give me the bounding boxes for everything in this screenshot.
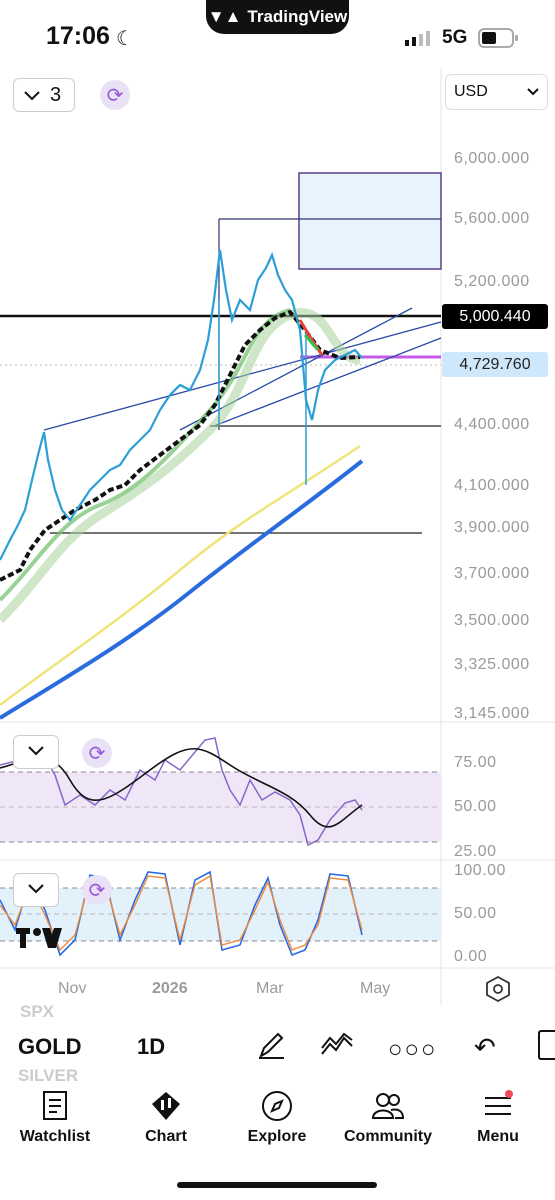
refresh-icon: ⟳ <box>106 84 124 107</box>
prev-symbol[interactable]: SPX <box>20 1002 55 1021</box>
next-symbol[interactable]: SILVER <box>18 1066 79 1085</box>
home-indicator <box>177 1182 377 1188</box>
price-label: 5,200.000 <box>454 273 530 290</box>
price-label: 4,100.000 <box>454 477 530 494</box>
menu-icon <box>485 1090 513 1115</box>
timeframe-button[interactable]: 1D <box>137 1034 166 1059</box>
price-chart[interactable] <box>0 0 555 1010</box>
time-label: Mar <box>256 980 284 997</box>
black-ma-line <box>0 309 361 582</box>
target-zone-rect <box>298 172 442 270</box>
chart-settings-button[interactable] <box>484 975 512 1008</box>
tab-label: Chart <box>145 1128 187 1145</box>
battery-icon <box>478 28 520 53</box>
price-label: 3,500.000 <box>454 612 530 629</box>
time-label: 2026 <box>152 980 188 997</box>
chart-icon <box>152 1092 180 1120</box>
settings-hex-icon <box>486 975 510 1003</box>
stoch-collapse-button[interactable] <box>13 873 59 907</box>
watchlist-icon <box>43 1091 67 1120</box>
chevron-down-icon <box>24 84 40 107</box>
tradingview-logo-icon: ▼▲ <box>207 7 242 26</box>
status-bar: 17:06 ☾ ▼▲ TradingView 5G <box>0 0 555 70</box>
refresh-button[interactable]: ⟳ <box>100 80 130 110</box>
level-price-tag: 5,000.440 <box>442 304 548 329</box>
tradingview-watermark-icon <box>16 926 62 955</box>
signal-icon <box>405 30 435 51</box>
tab-label: Watchlist <box>19 1128 91 1145</box>
price-label: 6,000.000 <box>454 150 530 167</box>
time-label: Nov <box>58 980 87 997</box>
rsi-line <box>0 737 363 847</box>
currency-value: USD <box>454 83 488 100</box>
community-icon <box>371 1093 405 1119</box>
rsi-label: 25.00 <box>454 843 497 860</box>
interval-selector[interactable]: 3 <box>13 78 75 112</box>
rsi-ma-line <box>0 747 363 828</box>
tab-label: Community <box>344 1128 432 1145</box>
stoch-refresh-button[interactable]: ⟳ <box>82 875 112 905</box>
chevron-down-icon <box>28 881 44 899</box>
drawing-tool-button[interactable] <box>256 1030 286 1065</box>
tab-menu[interactable]: Menu <box>443 1090 553 1146</box>
rsi-refresh-button[interactable]: ⟳ <box>82 738 112 768</box>
indicators-button[interactable] <box>320 1032 354 1063</box>
rsi-label: 75.00 <box>454 754 497 771</box>
stoch-label: 50.00 <box>454 905 497 922</box>
refresh-icon: ⟳ <box>88 742 106 765</box>
price-label: 5,600.000 <box>454 210 530 227</box>
tab-explore[interactable]: Explore <box>222 1090 332 1146</box>
tradingview-island: ▼▲ TradingView <box>206 0 349 34</box>
fullscreen-icon[interactable] <box>538 1030 555 1060</box>
tab-chart[interactable]: Chart <box>111 1090 221 1146</box>
tab-label: Menu <box>477 1128 519 1145</box>
current-symbol[interactable]: GOLD <box>18 1034 82 1059</box>
price-label: 3,900.000 <box>454 519 530 536</box>
symbol-bar: SPX GOLD SILVER 1D ○○○ ↶ <box>0 1002 555 1086</box>
price-label: 3,700.000 <box>454 565 530 582</box>
refresh-icon: ⟳ <box>88 879 106 902</box>
chevron-down-icon <box>28 743 44 761</box>
chevron-down-icon <box>527 83 539 101</box>
rsi-label: 50.00 <box>454 798 497 815</box>
indicators-icon <box>321 1032 353 1055</box>
network-type: 5G <box>442 27 468 48</box>
tab-label: Explore <box>247 1128 307 1145</box>
more-icon[interactable]: ○○○ <box>388 1036 438 1063</box>
stoch-label: 0.00 <box>454 948 488 965</box>
rsi-collapse-button[interactable] <box>13 735 59 769</box>
price-label: 3,145.000 <box>454 705 530 722</box>
stoch-label: 100.00 <box>454 862 506 879</box>
last-price-tag: 4,729.760 <box>442 352 548 377</box>
undo-icon[interactable]: ↶ <box>474 1032 496 1062</box>
price-label: 4,400.000 <box>454 416 530 433</box>
price-label: 3,325.000 <box>454 656 530 673</box>
clock: 17:06 <box>46 22 110 50</box>
currency-selector[interactable]: USD <box>445 74 548 110</box>
tab-community[interactable]: Community <box>333 1090 443 1146</box>
compass-icon <box>262 1091 292 1121</box>
price-series <box>0 249 363 561</box>
stoch-d-line <box>0 874 363 952</box>
pen-icon <box>259 1032 284 1059</box>
interval-value: 3 <box>50 83 62 106</box>
time-label: May <box>360 980 391 997</box>
brand-name: TradingView <box>247 7 348 26</box>
moon-icon: ☾ <box>116 28 134 50</box>
tab-watchlist[interactable]: Watchlist <box>0 1090 110 1146</box>
